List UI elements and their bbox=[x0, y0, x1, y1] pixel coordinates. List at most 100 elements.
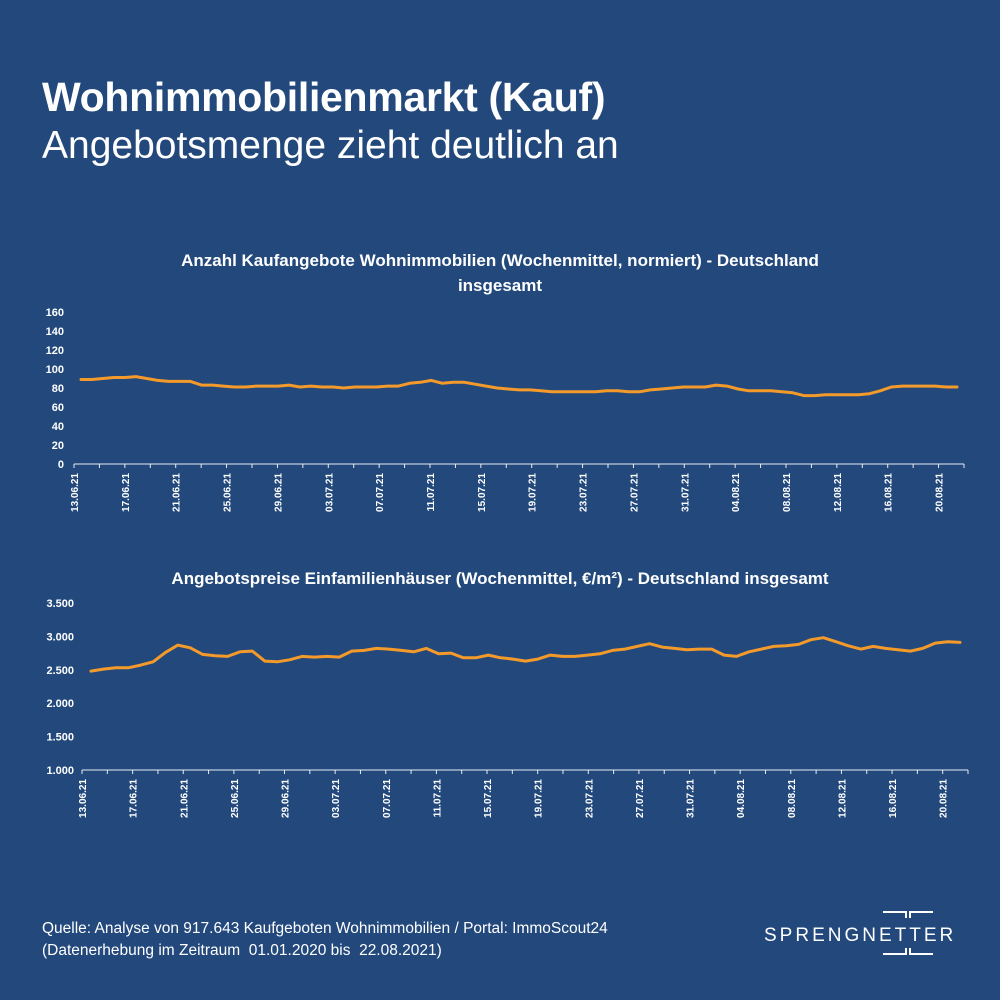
data-point bbox=[226, 655, 229, 658]
data-point bbox=[102, 377, 104, 380]
data-point bbox=[353, 386, 356, 388]
logo-text: SPRENGNETTER bbox=[764, 925, 957, 946]
data-point bbox=[211, 384, 214, 386]
data-point bbox=[791, 391, 794, 394]
data-point bbox=[102, 668, 105, 670]
data-point bbox=[857, 393, 860, 396]
data-point bbox=[735, 655, 738, 658]
data-point bbox=[693, 386, 695, 388]
sprengnetter-logo: SPRENGNETTER bbox=[760, 910, 953, 960]
data-point bbox=[134, 375, 137, 378]
series-line bbox=[79, 375, 959, 398]
data-point bbox=[959, 641, 961, 644]
data-point bbox=[388, 648, 390, 650]
x-tick-label: 12.08.21 bbox=[837, 779, 848, 818]
data-point bbox=[859, 648, 862, 650]
data-point bbox=[524, 660, 527, 662]
data-point bbox=[425, 647, 427, 650]
data-point bbox=[737, 388, 739, 390]
x-tick-label: 20.08.21 bbox=[939, 779, 950, 818]
x-tick-label: 15.07.21 bbox=[477, 473, 488, 512]
data-point bbox=[611, 649, 614, 652]
x-tick-label: 20.08.21 bbox=[935, 473, 946, 512]
data-point bbox=[266, 385, 268, 387]
x-tick-label: 04.08.21 bbox=[736, 779, 747, 818]
data-point bbox=[326, 655, 328, 658]
data-point bbox=[636, 645, 639, 648]
data-point bbox=[177, 644, 179, 646]
data-point bbox=[178, 380, 181, 383]
data-point bbox=[671, 387, 674, 389]
data-point bbox=[375, 386, 378, 388]
data-point bbox=[264, 660, 266, 662]
data-point bbox=[412, 650, 415, 653]
data-point bbox=[364, 386, 367, 388]
x-tick-label: 12.08.21 bbox=[833, 473, 844, 512]
x-tick-label: 17.06.21 bbox=[129, 779, 140, 818]
data-point bbox=[923, 385, 925, 387]
data-point bbox=[934, 385, 936, 387]
y-tick-label: 140 bbox=[46, 326, 64, 338]
data-point bbox=[255, 385, 257, 387]
data-point bbox=[698, 648, 701, 650]
data-point bbox=[781, 391, 783, 393]
data-point bbox=[310, 385, 312, 387]
data-point bbox=[189, 646, 192, 649]
data-point bbox=[332, 386, 334, 388]
data-point bbox=[726, 385, 728, 387]
data-point bbox=[835, 393, 838, 396]
data-point bbox=[233, 386, 236, 388]
data-point bbox=[80, 378, 82, 381]
data-point bbox=[686, 648, 688, 651]
data-point bbox=[288, 658, 291, 661]
data-point bbox=[583, 391, 586, 393]
data-point bbox=[813, 394, 816, 397]
data-point bbox=[572, 391, 575, 393]
data-point bbox=[562, 391, 564, 393]
x-tick-label: 23.07.21 bbox=[584, 779, 595, 818]
data-point bbox=[145, 377, 148, 380]
data-point bbox=[301, 655, 303, 658]
x-tick-label: 31.07.21 bbox=[680, 473, 691, 512]
y-tick-label: 80 bbox=[52, 383, 64, 395]
data-point bbox=[115, 666, 117, 669]
y-tick-label: 100 bbox=[46, 364, 64, 376]
data-point bbox=[156, 379, 159, 382]
data-point bbox=[586, 654, 589, 656]
data-point bbox=[485, 385, 487, 387]
data-point bbox=[400, 649, 403, 652]
data-point bbox=[189, 380, 192, 383]
x-tick-label: 19.07.21 bbox=[534, 779, 545, 818]
chart1-title: Anzahl Kaufangebote Wohnimmobilien (Woch… bbox=[0, 248, 1000, 298]
data-point bbox=[901, 385, 904, 387]
data-point bbox=[277, 385, 279, 387]
data-point bbox=[594, 391, 597, 393]
data-point bbox=[638, 391, 641, 393]
data-point bbox=[474, 383, 477, 385]
data-point bbox=[770, 390, 772, 392]
data-point bbox=[463, 381, 466, 384]
x-tick-label: 03.07.21 bbox=[324, 473, 335, 512]
data-point bbox=[214, 654, 216, 657]
data-point bbox=[847, 644, 850, 647]
x-tick-label: 08.08.21 bbox=[787, 779, 798, 818]
data-point bbox=[507, 388, 509, 390]
x-tick-label: 08.08.21 bbox=[782, 473, 793, 512]
data-point bbox=[772, 645, 775, 648]
x-tick-label: 21.06.21 bbox=[179, 779, 190, 818]
data-point bbox=[452, 381, 455, 384]
data-point bbox=[167, 380, 170, 383]
data-point bbox=[824, 393, 827, 396]
data-point bbox=[909, 650, 912, 652]
data-point bbox=[822, 636, 825, 639]
chart2-title: Angebotspreise Einfamilienhäuser (Wochen… bbox=[171, 569, 829, 588]
data-point bbox=[835, 640, 837, 643]
y-tick-label: 20 bbox=[52, 440, 64, 452]
y-tick-label: 1.000 bbox=[46, 765, 74, 777]
logo-bracket-icon bbox=[883, 911, 933, 955]
data-point bbox=[748, 650, 750, 653]
data-point bbox=[375, 647, 378, 650]
data-point bbox=[934, 642, 936, 644]
data-point bbox=[759, 390, 761, 392]
data-point bbox=[710, 648, 713, 650]
